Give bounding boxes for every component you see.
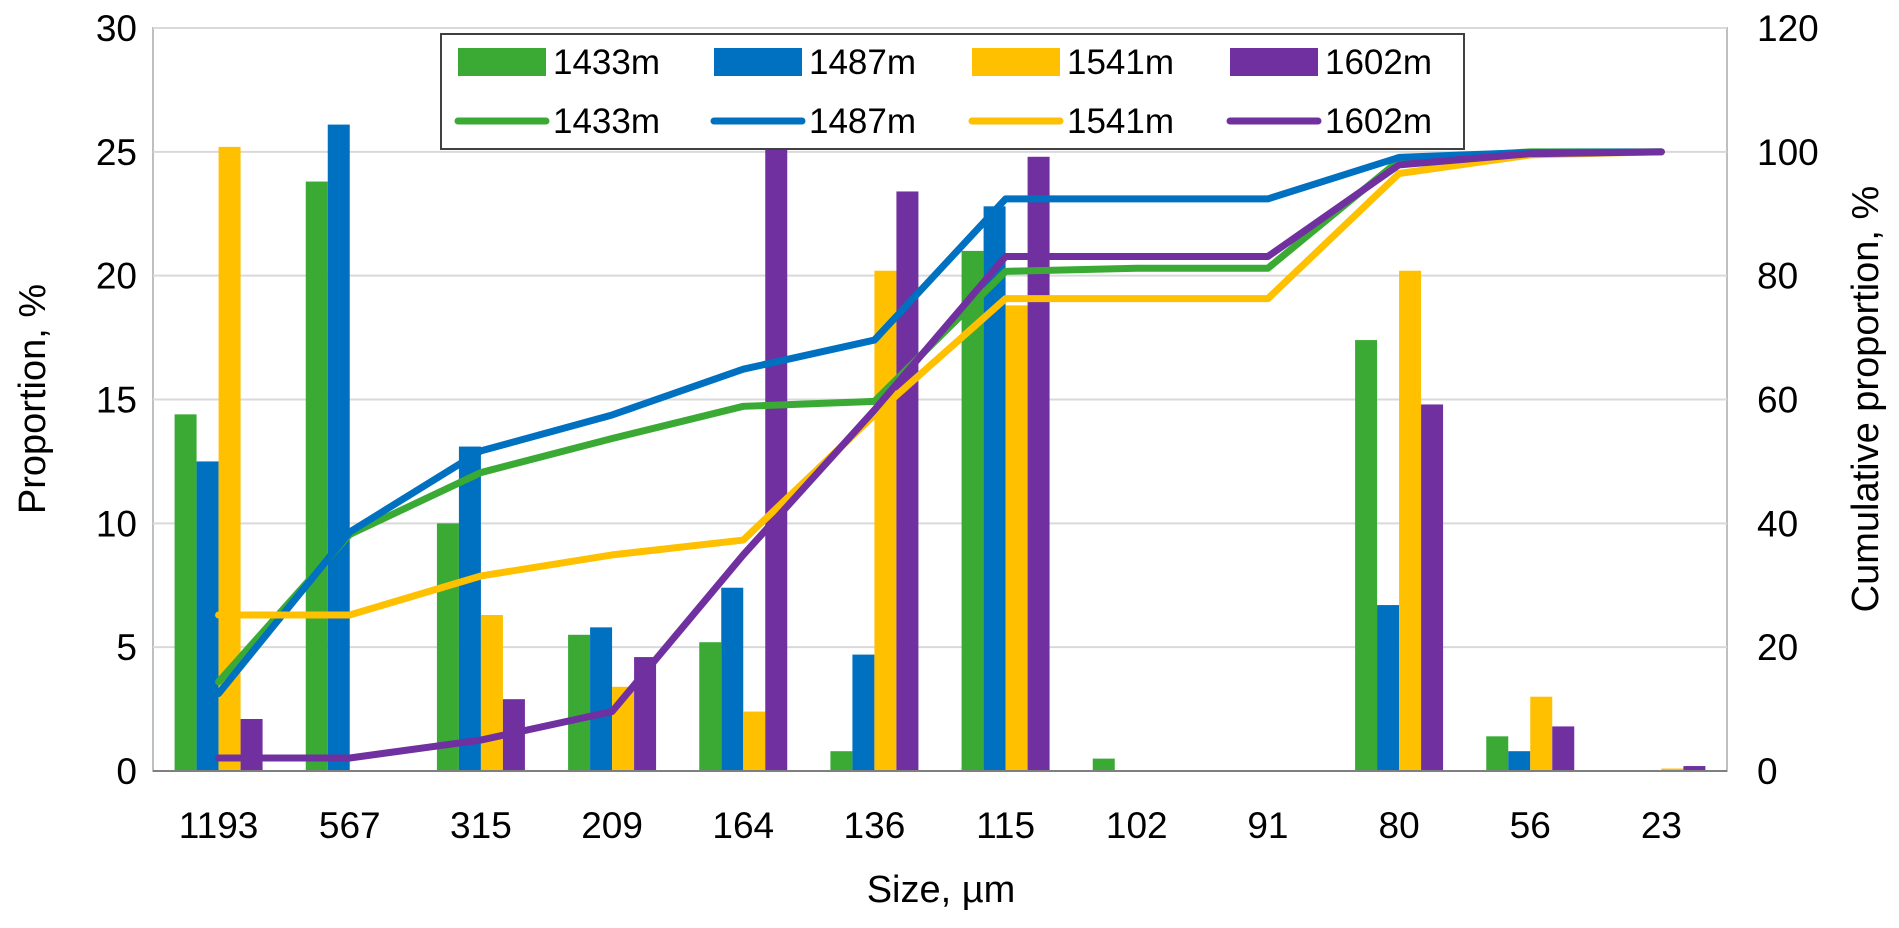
x-tick-label: 115 (976, 805, 1035, 846)
bar-1602m-136 (896, 191, 919, 771)
bar-1487m-56 (1508, 751, 1531, 771)
bar-1541m-115 (1005, 305, 1028, 771)
legend-bar-label: 1487m (809, 43, 916, 82)
bar-1433m-115 (961, 250, 984, 771)
x-tick-label: 91 (1247, 805, 1288, 846)
legend-bar-label: 1541m (1067, 43, 1174, 82)
x-tick-label: 56 (1510, 805, 1551, 846)
gridlines (153, 27, 1727, 649)
x-tick-label: 164 (712, 805, 774, 846)
legend: 1433m 1487m 1541m 1602m 1433m 1487m 1541m 1602m (440, 33, 1465, 150)
bar-1487m-80 (1377, 605, 1400, 771)
bar-1487m-315 (458, 446, 481, 771)
legend-bar-label: 1433m (553, 43, 660, 82)
y2-tick-label: 60 (1757, 380, 1798, 421)
bar-1487m-209 (590, 627, 613, 771)
bar-1541m-136 (874, 270, 897, 771)
bars-group (174, 124, 1706, 772)
y-tick-label: 0 (116, 751, 137, 792)
bar-1602m-209 (634, 657, 657, 771)
bar-1602m-164 (765, 144, 788, 772)
x-tick-label: 102 (1106, 805, 1168, 846)
y2-tick-label: 120 (1757, 8, 1819, 49)
legend-line-label: 1541m (1067, 102, 1174, 141)
y-tick-label: 30 (96, 8, 137, 49)
x-tick-label: 23 (1641, 805, 1682, 846)
legend-line-label: 1487m (809, 102, 916, 141)
bar-1602m-80 (1421, 404, 1444, 771)
y-axis-title: Proportion, % (12, 284, 54, 514)
y-axis-ticks: 0 5 10 15 20 25 30 (96, 8, 137, 792)
y-tick-label: 20 (96, 256, 137, 297)
bar-1487m-136 (852, 654, 875, 771)
y2-tick-label: 20 (1757, 627, 1798, 668)
bar-1541m-315 (480, 614, 503, 771)
line-1602m (215, 148, 1665, 762)
bar-1433m-136 (830, 751, 853, 771)
bar-1433m-567 (305, 181, 328, 771)
bar-1433m-164 (699, 642, 722, 771)
bar-1602m-115 (1027, 156, 1050, 771)
bar-1541m-80 (1399, 270, 1422, 771)
y2-tick-label: 0 (1757, 751, 1778, 792)
x-tick-label: 209 (581, 805, 643, 846)
y2-axis-title: Cumulative proportion, % (1845, 186, 1887, 613)
y2-axis-ticks: 0 20 40 60 80 100 120 (1757, 8, 1819, 792)
x-tick-label: 315 (450, 805, 512, 846)
bar-1487m-115 (983, 206, 1006, 771)
legend-bar-swatch-1433m (458, 48, 546, 76)
bar-1433m-102 (1092, 758, 1115, 771)
legend-line-label: 1602m (1325, 102, 1432, 141)
line-1487m (215, 148, 1665, 698)
bar-1433m-80 (1355, 340, 1378, 771)
y2-tick-label: 40 (1757, 503, 1798, 544)
x-tick-label: 567 (319, 805, 381, 846)
bar-1433m-209 (568, 634, 591, 771)
y-tick-label: 10 (96, 503, 137, 544)
legend-bar-label: 1602m (1325, 43, 1432, 82)
x-tick-label: 1193 (179, 805, 259, 846)
lines-group (215, 148, 1665, 762)
line-1541m (215, 148, 1665, 619)
bar-1487m-1193 (196, 461, 219, 771)
bar-1602m-56 (1552, 726, 1575, 771)
y-tick-label: 15 (96, 380, 137, 421)
bar-1433m-315 (436, 523, 459, 771)
bar-1602m-23 (1683, 766, 1706, 771)
x-tick-label: 136 (844, 805, 906, 846)
legend-bar-swatch-1602m (1230, 48, 1318, 76)
y2-tick-label: 80 (1757, 256, 1798, 297)
bar-1433m-1193 (174, 414, 197, 771)
x-axis-ticks: 1193 567 315 209 164 136 115 102 91 80 56 23 (179, 805, 1682, 846)
legend-line-label: 1433m (553, 102, 660, 141)
bar-1602m-1193 (240, 718, 263, 771)
legend-bar-swatch-1541m (972, 48, 1060, 76)
x-axis-title: Size, µm (867, 869, 1016, 911)
y-tick-label: 25 (96, 132, 137, 173)
bar-1487m-567 (327, 124, 350, 772)
bar-1433m-56 (1486, 736, 1509, 771)
bar-1541m-164 (743, 711, 766, 771)
bar-1541m-56 (1530, 696, 1553, 771)
y-tick-label: 5 (116, 627, 137, 668)
y2-tick-label: 100 (1757, 132, 1819, 173)
bar-1487m-164 (721, 587, 744, 771)
bar-1541m-23 (1661, 768, 1684, 771)
x-tick-label: 80 (1379, 805, 1420, 846)
legend-bar-swatch-1487m (714, 48, 802, 76)
